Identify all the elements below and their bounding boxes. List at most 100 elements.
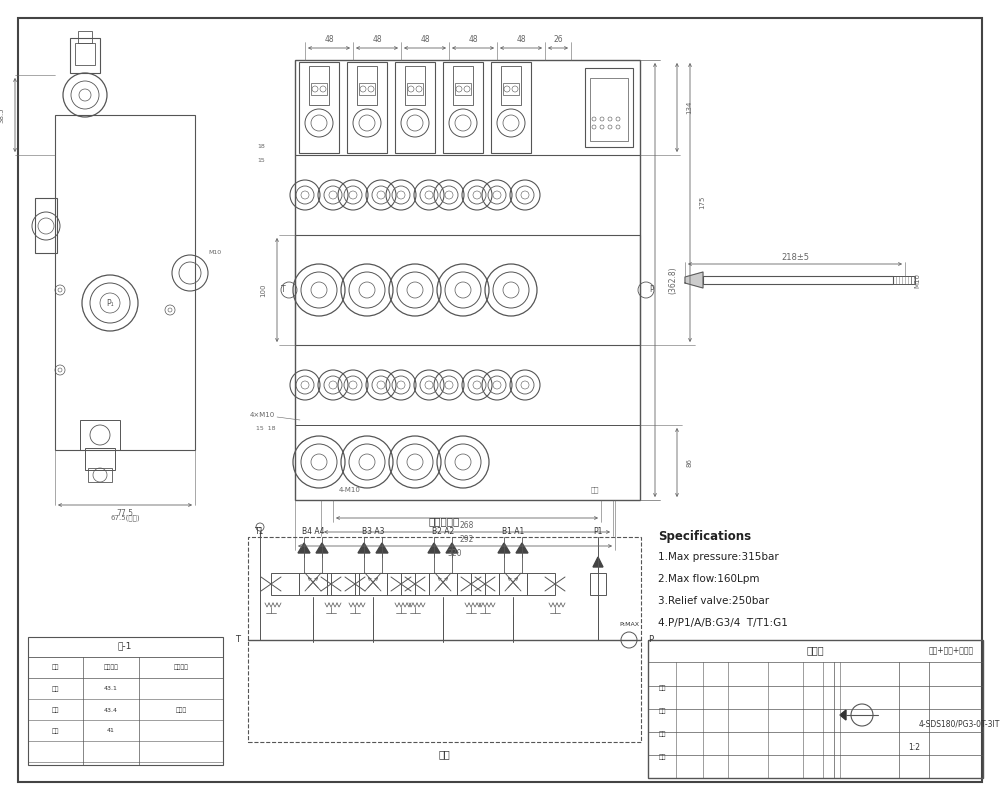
- Text: 48: 48: [468, 35, 478, 45]
- Text: 1:2: 1:2: [908, 742, 920, 751]
- Text: 居住: 居住: [51, 686, 59, 692]
- Polygon shape: [316, 543, 328, 553]
- Text: P₁: P₁: [106, 298, 114, 307]
- Polygon shape: [446, 543, 458, 553]
- Text: 4×M10: 4×M10: [250, 412, 275, 418]
- Polygon shape: [516, 543, 528, 553]
- Bar: [88, 468, 112, 482]
- Bar: [248, 537, 641, 742]
- Bar: [299, 573, 327, 595]
- Text: 4.P/P1/A/B:G3/4  T/T1:G1: 4.P/P1/A/B:G3/4 T/T1:G1: [658, 618, 788, 628]
- Bar: [501, 66, 521, 105]
- Text: 48: 48: [372, 35, 382, 45]
- Text: 审核: 审核: [658, 731, 666, 737]
- Bar: [648, 640, 983, 778]
- Text: T1: T1: [255, 526, 265, 535]
- Text: 制计: 制计: [658, 754, 666, 760]
- Text: P1: P1: [593, 526, 603, 535]
- Bar: [590, 573, 606, 595]
- Text: 端盖: 端盖: [591, 486, 599, 494]
- Bar: [471, 573, 499, 595]
- Text: 26: 26: [553, 35, 563, 45]
- Bar: [299, 62, 339, 153]
- Text: Specifications: Specifications: [658, 530, 751, 543]
- Bar: [401, 573, 429, 595]
- Text: 质量方式: 质量方式: [174, 664, 188, 670]
- Text: 38.5: 38.5: [0, 107, 4, 123]
- Text: 292: 292: [460, 535, 474, 545]
- Text: B3 A3: B3 A3: [362, 526, 384, 535]
- Text: 3.Relief valve:250bar: 3.Relief valve:250bar: [658, 596, 769, 606]
- Text: T: T: [281, 286, 285, 294]
- Text: 67.5(简单): 67.5(简单): [110, 514, 140, 522]
- Text: 48: 48: [420, 35, 430, 45]
- Text: 48: 48: [324, 35, 334, 45]
- Text: M10: M10: [208, 250, 222, 255]
- Bar: [499, 573, 527, 595]
- Text: 四联+单联+双触点: 四联+单联+双触点: [929, 646, 974, 654]
- Text: 外形图: 外形图: [806, 645, 824, 655]
- Text: 77.5: 77.5: [116, 509, 134, 518]
- Text: 温度: 温度: [51, 664, 59, 670]
- Bar: [55, 115, 195, 450]
- Bar: [70, 38, 100, 73]
- Text: 134: 134: [686, 101, 692, 114]
- Text: P₁MAX: P₁MAX: [619, 622, 639, 626]
- Text: 液压原理图: 液压原理图: [428, 516, 460, 526]
- Bar: [703, 276, 893, 284]
- Bar: [347, 62, 387, 153]
- Bar: [455, 83, 471, 95]
- Bar: [429, 573, 457, 595]
- Bar: [503, 83, 519, 95]
- Polygon shape: [376, 543, 388, 553]
- Bar: [527, 573, 555, 595]
- Text: 工艺: 工艺: [658, 686, 666, 690]
- Bar: [893, 276, 915, 284]
- Text: P: P: [650, 286, 654, 294]
- Text: 串联: 串联: [438, 749, 450, 759]
- Bar: [590, 78, 628, 141]
- Bar: [35, 198, 57, 253]
- Bar: [331, 573, 359, 595]
- Text: 15: 15: [257, 158, 265, 162]
- Bar: [405, 66, 425, 105]
- Text: M10: M10: [914, 273, 920, 287]
- Bar: [295, 235, 640, 345]
- Bar: [28, 637, 223, 765]
- Polygon shape: [358, 543, 370, 553]
- Text: 48: 48: [516, 35, 526, 45]
- Text: 218±5: 218±5: [781, 253, 809, 262]
- Bar: [359, 573, 387, 595]
- Polygon shape: [428, 543, 440, 553]
- Bar: [357, 66, 377, 105]
- Polygon shape: [593, 557, 603, 567]
- Text: 41: 41: [107, 729, 115, 734]
- Bar: [85, 448, 115, 470]
- Bar: [359, 83, 375, 95]
- Text: 批准: 批准: [658, 708, 666, 714]
- Bar: [271, 573, 299, 595]
- Text: 175: 175: [699, 196, 705, 209]
- Bar: [407, 83, 423, 95]
- Bar: [453, 66, 473, 105]
- Text: B1 A1: B1 A1: [502, 526, 524, 535]
- Bar: [80, 420, 120, 450]
- Bar: [443, 62, 483, 153]
- Text: 存放: 存放: [51, 728, 59, 734]
- Bar: [75, 43, 95, 65]
- Bar: [78, 31, 92, 43]
- Bar: [395, 62, 435, 153]
- Bar: [457, 573, 485, 595]
- Bar: [327, 573, 355, 595]
- Text: 86: 86: [686, 458, 692, 467]
- Text: B2 A2: B2 A2: [432, 526, 454, 535]
- Bar: [585, 68, 633, 147]
- Polygon shape: [685, 272, 703, 288]
- Text: B4 A4: B4 A4: [302, 526, 324, 535]
- Text: 18: 18: [257, 145, 265, 150]
- Text: P: P: [648, 635, 654, 645]
- Text: 43.1: 43.1: [104, 686, 118, 691]
- Text: 工作: 工作: [51, 707, 59, 713]
- Text: (362.8): (362.8): [668, 266, 678, 294]
- Text: T: T: [236, 635, 240, 645]
